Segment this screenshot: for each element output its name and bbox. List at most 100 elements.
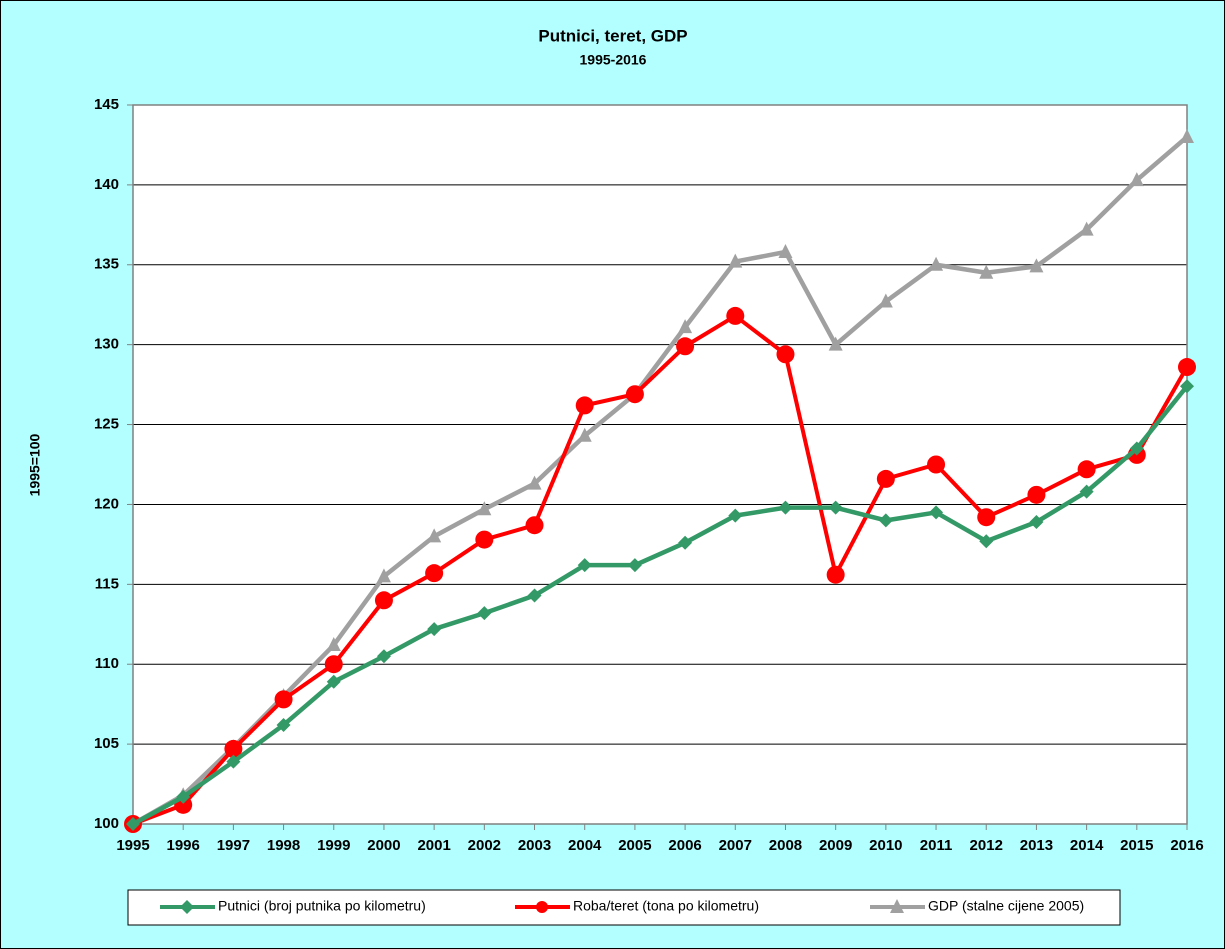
x-tick-label: 2006 [668,837,701,854]
marker [577,558,592,573]
marker [1027,485,1046,504]
y-tick-label: 110 [95,655,119,672]
legend-label: Putnici (broj putnika po kilometru) [218,898,426,914]
series-line [132,313,1189,826]
y-tick-label: 130 [94,336,119,353]
marker [176,789,191,804]
legend [127,889,1121,926]
marker [427,528,442,543]
marker [226,754,241,769]
marker [728,508,743,523]
marker [776,345,795,364]
marker [977,508,996,527]
x-tick-label: 2004 [568,837,602,854]
series-line [131,135,1189,826]
x-tick-label: 2012 [970,837,1003,854]
marker [979,534,994,549]
x-tick-label: 2001 [417,837,450,854]
legend-label: GDP (stalne cijene 2005) [928,898,1084,914]
x-tick-label: 2014 [1070,837,1104,854]
marker [878,293,893,308]
marker [427,622,442,637]
marker [1180,379,1194,394]
y-tick-label: 125 [94,416,119,433]
x-tick-label: 1997 [217,837,250,854]
marker [326,674,341,689]
legend-label: Roba/teret (tona po kilometru) [573,898,759,914]
x-tick-label: 2007 [719,837,752,854]
plot-border [132,104,1188,825]
marker [477,606,492,621]
marker [726,306,745,325]
marker [929,505,944,520]
marker [627,558,642,573]
marker [1077,460,1096,479]
y-tick-label: 145 [94,96,119,113]
marker [274,690,293,709]
marker [126,817,140,831]
marker [927,455,946,474]
y-tick-label: 120 [94,495,119,512]
marker [876,469,895,488]
marker [577,427,592,442]
marker [878,513,893,528]
x-tick-label: 1998 [267,837,300,854]
marker [324,655,343,674]
marker [376,568,391,583]
marker [678,319,693,334]
marker [678,535,693,550]
x-tick-label: 2011 [920,837,953,854]
marker [477,501,492,516]
y-tick-label: 135 [94,256,119,273]
x-tick-label: 2008 [769,837,802,854]
marker [728,253,743,268]
x-tick-label: 1999 [317,837,350,854]
marker [425,564,444,583]
marker [929,256,944,271]
marker [1178,358,1196,377]
x-tick-label: 2000 [367,837,400,854]
x-tick-label: 2016 [1170,837,1203,854]
marker [1029,515,1044,530]
marker [828,500,843,515]
marker [1129,441,1144,456]
y-tick-label: 140 [94,176,119,193]
marker [326,637,341,652]
x-tick-label: 2015 [1120,837,1153,854]
marker [1079,221,1094,236]
y-tick-label: 105 [94,735,119,752]
legend-marker [890,899,904,913]
marker [575,396,594,415]
marker [1079,484,1094,499]
marker [676,337,695,356]
x-tick-label: 2002 [468,837,501,854]
legend-marker [180,900,194,914]
marker [1129,172,1144,187]
marker [475,530,494,549]
marker [778,500,793,515]
x-tick-label: 2003 [518,837,551,854]
legend-marker [536,901,548,913]
marker [826,565,845,584]
marker [276,717,291,732]
chart-subtitle: 1995-2016 [580,52,647,68]
marker [625,385,644,404]
y-tick-label: 115 [95,575,119,592]
marker [224,739,243,758]
x-tick-label: 2009 [819,837,852,854]
x-tick-label: 2010 [869,837,902,854]
marker [376,649,391,664]
y-tick-label: 100 [94,815,119,832]
series-line [131,384,1189,826]
marker [374,591,393,610]
marker [778,243,793,258]
marker [527,475,542,490]
marker [525,516,544,535]
marker [1180,128,1194,143]
x-tick-label: 1996 [167,837,200,854]
x-tick-label: 2013 [1020,837,1053,854]
marker [1029,258,1044,273]
marker [527,588,542,603]
x-tick-label: 2005 [618,837,651,854]
